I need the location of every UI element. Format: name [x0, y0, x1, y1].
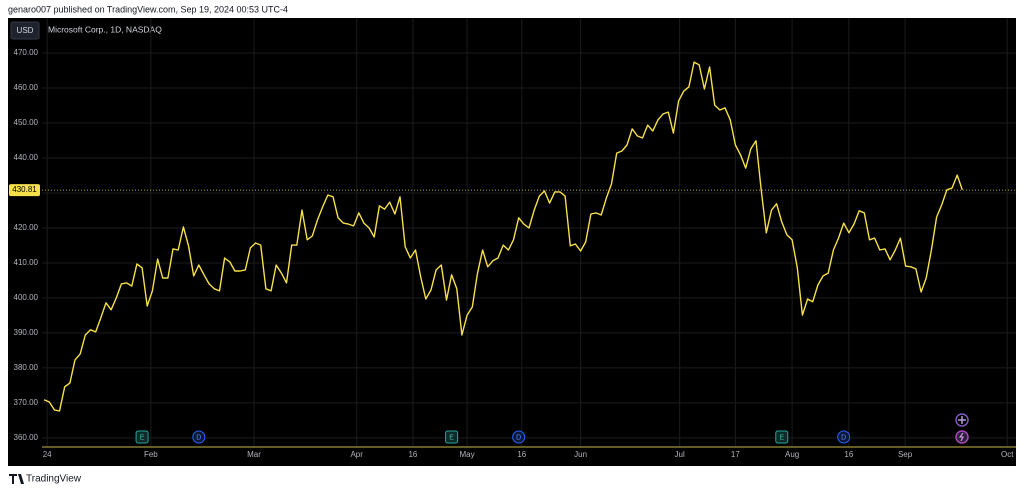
x-tick-label: Mar	[247, 450, 261, 459]
currency: USD	[17, 26, 34, 35]
event-icon-bolt	[958, 432, 964, 442]
event-marker	[192, 430, 206, 444]
x-tick-label: 17	[731, 450, 740, 459]
x-tick-label: 16	[408, 450, 417, 459]
last-price-label: 430.81	[12, 185, 37, 194]
event-label: D	[196, 434, 201, 441]
event-marker	[445, 430, 459, 444]
last-price-box	[9, 184, 40, 197]
y-tick-label: 410.00	[14, 258, 39, 267]
y-tick-label: 450.00	[14, 118, 39, 127]
x-tick-label: Apr	[350, 450, 363, 459]
y-tick-label: 370.00	[14, 398, 39, 407]
event-icon-plus	[958, 416, 966, 424]
x-tick-label: 24	[43, 450, 52, 459]
x-tick-label: Jul	[675, 450, 685, 459]
event-marker	[837, 430, 851, 444]
x-tick-label: Feb	[144, 450, 158, 459]
y-tick-label: 470.00	[14, 48, 39, 57]
event-marker	[135, 430, 149, 444]
x-tick-label: Aug	[785, 450, 799, 459]
published-note: genaro007 published on TradingView.com, …	[8, 4, 288, 14]
brand-logo	[9, 474, 24, 484]
x-tick-label: Jun	[574, 450, 587, 459]
y-tick-label: 360.00	[14, 433, 39, 442]
event-label: D	[841, 434, 846, 441]
event-label: E	[779, 434, 784, 441]
y-tick-label: 390.00	[14, 328, 39, 337]
y-tick-label: 440.00	[14, 153, 39, 162]
event-label: E	[140, 434, 145, 441]
event-label: D	[516, 434, 521, 441]
event-marker	[775, 430, 789, 444]
x-tick-label: 16	[517, 450, 526, 459]
event-icon[interactable]	[955, 413, 969, 427]
x-tick-label: 16	[844, 450, 853, 459]
y-tick-label: 420.00	[14, 223, 39, 232]
brand-name: TradingView	[26, 474, 82, 485]
event-label: E	[449, 434, 454, 441]
x-tick-label: Sep	[898, 450, 913, 459]
y-tick-label: 400.00	[14, 293, 39, 302]
event-marker	[512, 430, 526, 444]
chart-title: Microsoft Corp., 1D, NASDAQ	[48, 24, 162, 34]
x-tick-label: Oct	[1001, 450, 1014, 459]
x-tick-label: May	[460, 450, 475, 459]
price-line	[43, 61, 963, 412]
currency-box	[10, 21, 40, 40]
y-tick-label: 380.00	[14, 363, 39, 372]
y-tick-label: 460.00	[14, 83, 39, 92]
